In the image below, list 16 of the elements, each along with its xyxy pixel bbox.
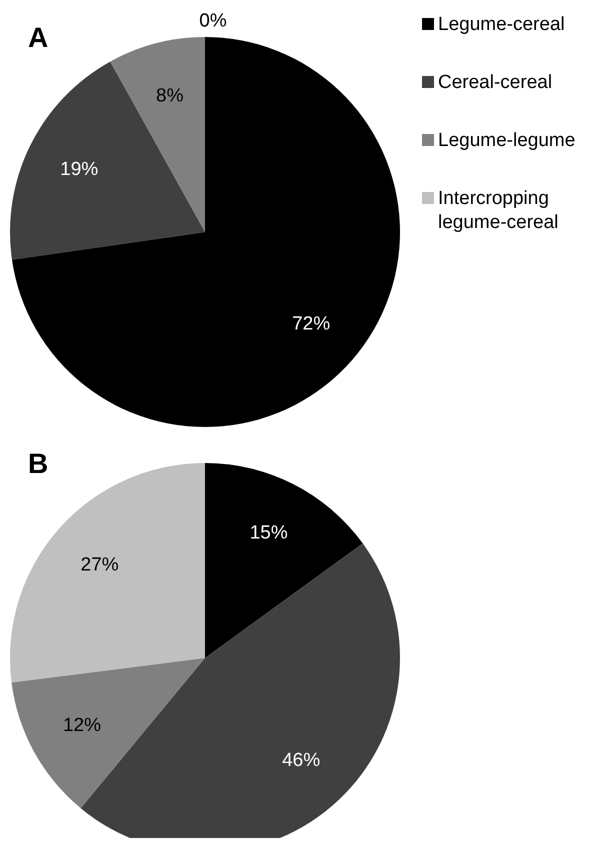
chart-title: A [28,22,48,53]
data-label: 19% [60,159,98,180]
pie-slice [110,37,205,232]
legend-label: Intercropping legume-cereal [438,188,558,232]
data-label: 27% [80,554,119,576]
chart-title: B [28,448,48,479]
pie-slice [10,62,205,260]
legend-label: Cereal-cereal [438,72,552,92]
data-label: 72% [292,313,330,334]
data-label: 15% [250,522,288,544]
data-label: 8% [156,86,184,107]
text: 0% [199,10,227,32]
data-label: 46% [282,750,320,771]
legend-label: Legume-cereal [438,14,565,34]
legend-label: Legume-legume [438,130,576,150]
data-label: 12% [62,715,102,736]
